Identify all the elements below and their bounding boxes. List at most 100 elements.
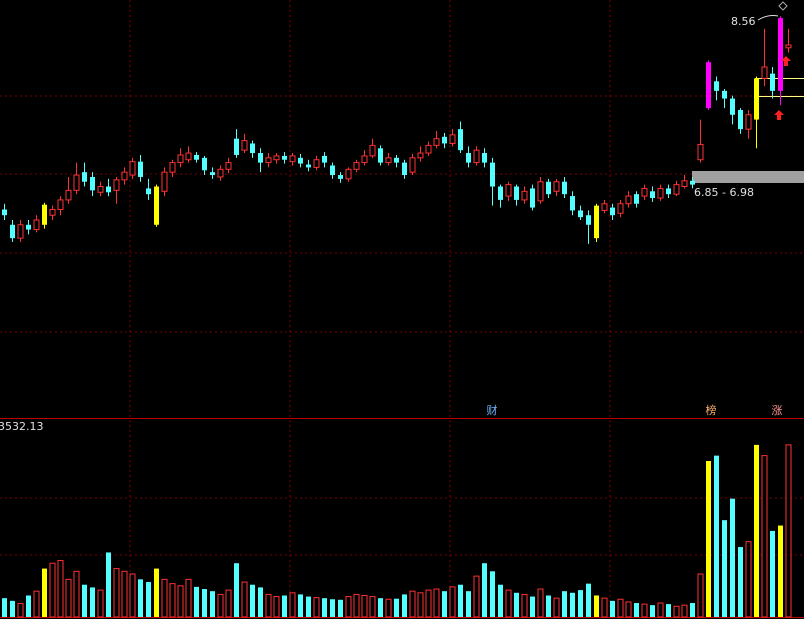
candle-body: [161, 171, 168, 192]
volume-bar: [625, 601, 632, 618]
volume-bar: [433, 588, 440, 618]
candle-body: [706, 62, 711, 109]
candle-body: [234, 138, 239, 155]
volume-bar: [394, 598, 399, 617]
volume-bar: [241, 581, 248, 618]
volume-bar: [361, 594, 368, 618]
candle-body: [241, 140, 248, 151]
volume-bar: [385, 598, 392, 618]
candle-body: [202, 157, 207, 171]
candle-body: [49, 208, 56, 216]
candle-body: [730, 98, 735, 115]
candle-body: [521, 190, 528, 201]
candle-body: [610, 207, 615, 216]
candle-body: [490, 162, 495, 187]
candle-body: [417, 152, 424, 159]
volume-bar: [409, 590, 416, 618]
candle-body: [82, 172, 87, 182]
volume-bar: [449, 586, 456, 618]
candle-body: [553, 181, 560, 192]
volume-bar: [26, 595, 31, 617]
volume-bar: [106, 552, 111, 617]
candle-body: [530, 188, 535, 208]
volume-bar: [634, 603, 639, 617]
candle-body: [378, 148, 383, 163]
volume-bar: [121, 570, 128, 618]
volume-bar: [17, 603, 24, 618]
volume-bar: [770, 530, 775, 617]
candle-body: [546, 181, 551, 195]
volume-bar: [378, 598, 383, 617]
candle-body: [681, 180, 688, 188]
volume-bar: [225, 589, 232, 618]
candle-body: [458, 129, 463, 151]
candle-body: [505, 184, 512, 197]
volume-bar: [537, 588, 544, 618]
volume-bar: [570, 592, 575, 617]
candle-body: [2, 209, 7, 216]
volume-bar: [754, 444, 759, 617]
candle-body: [586, 215, 591, 225]
price-range-band: [692, 171, 804, 183]
volume-bar: [505, 589, 512, 618]
volume-bar: [697, 573, 704, 618]
candle-body: [306, 164, 311, 168]
candle-body: [650, 191, 655, 198]
volume-bar: [521, 593, 528, 618]
candle-body: [154, 186, 159, 225]
event-marker[interactable]: 涨: [772, 404, 783, 417]
candle-body: [385, 157, 392, 164]
candle-body: [482, 153, 487, 163]
volume-bar: [641, 603, 648, 618]
volume-bar: [161, 578, 168, 618]
candle-body: [562, 181, 567, 195]
volume-bar: [289, 592, 296, 618]
candle-body: [369, 144, 376, 157]
candle-body: [113, 179, 120, 191]
candle-body: [273, 155, 280, 161]
volume-bar: [594, 595, 599, 617]
volume-bar: [617, 598, 624, 618]
candle-body: [177, 154, 184, 164]
volume-bar: [673, 605, 680, 618]
event-marker[interactable]: 财: [487, 403, 498, 417]
volume-bar: [258, 587, 263, 617]
candle-body: [666, 188, 671, 195]
volume-bar: [562, 591, 567, 617]
marker-box[interactable]: [485, 404, 499, 418]
volume-bar: [194, 586, 199, 617]
candle-body: [738, 110, 743, 130]
event-marker[interactable]: 榜: [706, 403, 717, 417]
volume-bar: [498, 584, 503, 617]
volume-bar: [234, 563, 239, 617]
candle-body: [425, 144, 432, 154]
candle-body: [537, 181, 544, 202]
diamond-icon: [778, 1, 788, 11]
volume-bar: [177, 585, 184, 618]
volume-bar: [210, 591, 215, 617]
volume-bar: [57, 560, 64, 618]
volume-bar: [714, 455, 719, 617]
candle-body: [73, 174, 80, 191]
candle-body: [210, 172, 215, 176]
volume-bar: [90, 587, 95, 617]
volume-bar: [482, 563, 487, 617]
volume-bar: [417, 592, 424, 618]
volume-bar: [202, 589, 207, 617]
candle-body: [722, 90, 727, 99]
volume-bar: [530, 596, 535, 617]
candle-body: [57, 199, 64, 210]
volume-bar: [97, 589, 104, 618]
volume-bar: [610, 600, 615, 617]
volume-bar: [282, 595, 287, 617]
candle-body: [138, 161, 143, 177]
volume-bar: [425, 589, 432, 618]
pointer-arrow: [757, 15, 779, 21]
volume-bar: [65, 578, 72, 618]
volume-bar: [514, 592, 519, 617]
candle-body: [625, 195, 632, 205]
up-arrow-icon: [781, 56, 791, 66]
volume-bar: [466, 591, 471, 617]
volume-bar: [650, 605, 655, 617]
